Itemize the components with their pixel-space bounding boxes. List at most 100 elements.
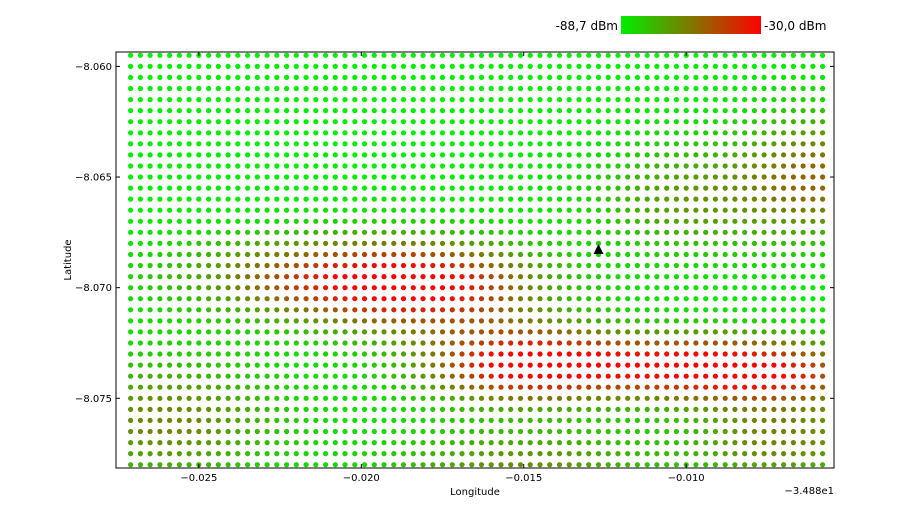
data-point <box>527 440 533 446</box>
data-point <box>566 152 572 158</box>
data-point <box>254 251 260 258</box>
data-point <box>361 296 368 302</box>
data-point <box>157 174 163 180</box>
data-point <box>790 119 797 125</box>
data-point <box>430 130 436 136</box>
data-point <box>274 362 280 368</box>
data-point <box>615 395 621 401</box>
data-point <box>654 74 660 80</box>
data-point <box>810 451 816 457</box>
data-point <box>352 274 358 280</box>
data-point <box>605 97 611 103</box>
data-point <box>157 451 163 457</box>
data-point <box>527 63 533 69</box>
data-point <box>176 229 182 235</box>
data-point <box>556 163 563 169</box>
data-point <box>800 406 806 412</box>
data-point <box>722 307 728 313</box>
data-point <box>547 85 553 92</box>
data-point <box>527 240 533 246</box>
data-point <box>284 262 290 269</box>
data-point <box>488 417 494 423</box>
data-point <box>352 262 358 269</box>
data-point <box>761 318 767 324</box>
data-point <box>245 362 251 368</box>
data-point <box>400 274 407 280</box>
data-point <box>673 119 680 125</box>
data-point <box>488 185 494 191</box>
data-point <box>566 451 572 457</box>
data-point <box>254 63 260 69</box>
data-point <box>478 384 485 390</box>
data-point <box>206 296 212 302</box>
data-point <box>206 362 212 368</box>
data-point <box>391 196 397 202</box>
data-point <box>605 240 611 246</box>
data-point <box>722 52 728 58</box>
data-point <box>800 85 806 92</box>
data-point <box>703 251 709 258</box>
data-point <box>673 262 680 269</box>
data-point <box>157 163 163 169</box>
data-point <box>537 362 543 368</box>
data-point <box>742 196 748 202</box>
data-point <box>712 85 719 92</box>
data-point <box>352 451 358 457</box>
data-point <box>673 97 680 103</box>
data-point <box>508 174 514 180</box>
data-point <box>449 63 455 69</box>
data-point <box>361 329 368 335</box>
data-point <box>761 296 767 302</box>
data-point <box>751 318 758 324</box>
data-point <box>703 185 709 191</box>
data-point <box>381 74 387 80</box>
data-point <box>761 240 767 246</box>
data-point <box>742 440 748 446</box>
data-point <box>508 152 514 158</box>
data-point <box>332 285 338 291</box>
data-point <box>498 406 504 412</box>
data-point <box>167 428 173 435</box>
data-point <box>751 395 758 401</box>
data-point <box>430 462 436 468</box>
data-point <box>634 251 641 258</box>
data-point <box>712 119 719 125</box>
data-point <box>128 74 134 80</box>
data-point <box>128 440 134 446</box>
data-point <box>761 108 767 114</box>
data-point <box>761 285 767 291</box>
data-point <box>167 395 173 401</box>
data-point <box>371 185 377 191</box>
data-point <box>732 318 738 324</box>
data-point <box>595 417 602 423</box>
data-point <box>771 63 777 69</box>
data-point <box>254 97 260 103</box>
data-point <box>742 262 748 269</box>
data-point <box>751 108 758 114</box>
data-point <box>313 52 319 58</box>
data-point <box>761 52 767 58</box>
data-point <box>634 119 641 125</box>
data-point <box>634 229 641 235</box>
data-point <box>712 108 719 114</box>
data-point <box>800 74 806 80</box>
data-point <box>508 163 514 169</box>
data-point <box>751 130 758 136</box>
data-point <box>722 462 728 468</box>
data-point <box>576 274 582 280</box>
data-point <box>625 229 631 235</box>
data-point <box>206 262 212 269</box>
data-point <box>264 218 270 224</box>
data-point <box>683 74 689 80</box>
data-point <box>293 395 299 401</box>
data-point <box>605 262 611 269</box>
data-point <box>654 274 660 280</box>
data-point <box>410 74 416 80</box>
data-point <box>644 262 650 269</box>
data-point <box>469 395 475 401</box>
data-point <box>371 384 377 390</box>
data-point <box>449 130 455 136</box>
data-point <box>781 152 787 158</box>
data-point <box>225 85 231 92</box>
data-point <box>332 97 338 103</box>
